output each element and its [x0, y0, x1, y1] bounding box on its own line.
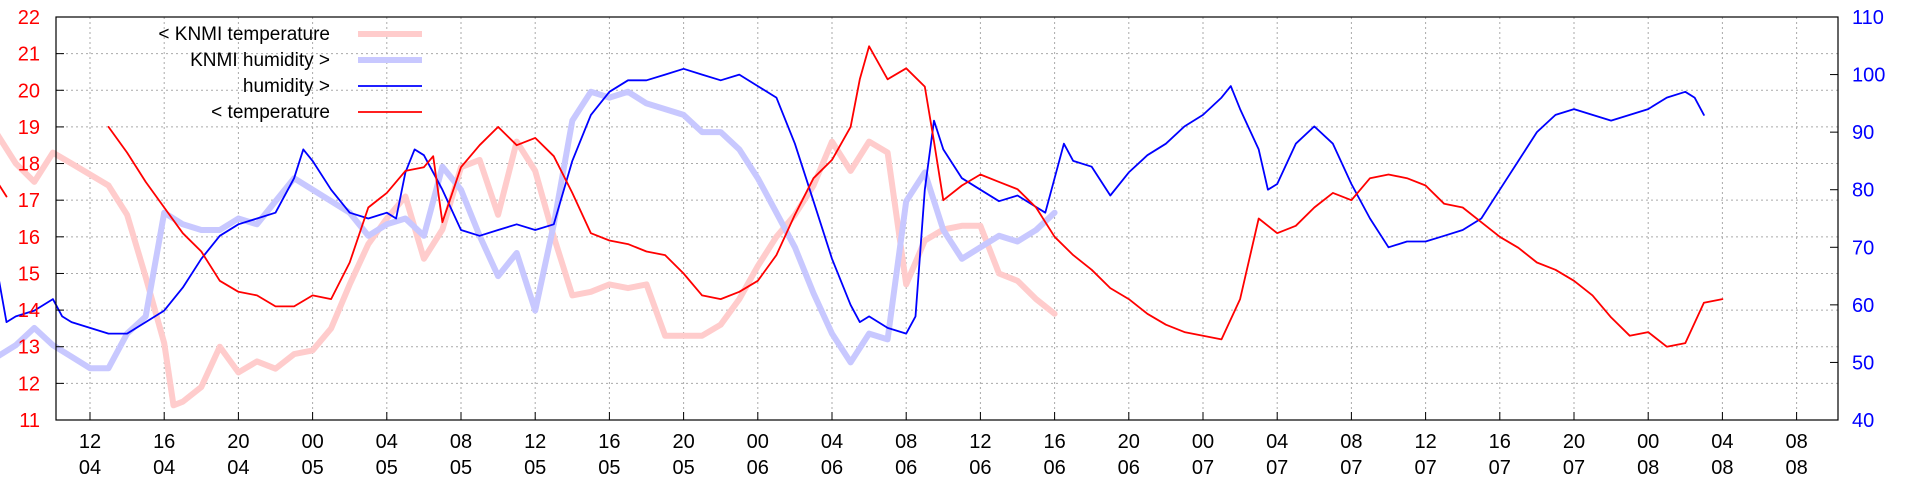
x-tick-day-label: 05	[376, 457, 398, 479]
x-tick-hour-label: 12	[79, 431, 101, 453]
x-tick-day-label: 04	[79, 457, 101, 479]
series-line-knmi_humidity	[0, 88, 1058, 372]
x-tick-hour-label: 04	[1711, 431, 1733, 453]
series-lines	[0, 45, 1724, 409]
y-left-tick-label: 20	[18, 80, 40, 102]
x-tick-hour-label: 08	[1340, 431, 1362, 453]
y-left-tick-label: 22	[18, 7, 40, 29]
x-tick-hour-label: 16	[153, 431, 175, 453]
x-tick-day-label: 07	[1489, 457, 1511, 479]
legend-label: humidity >	[243, 76, 330, 97]
x-tick-hour-label: 08	[1785, 431, 1807, 453]
x-tick-day-label: 07	[1414, 457, 1436, 479]
x-tick-day-label: 05	[450, 457, 472, 479]
y-right-tick-label: 50	[1852, 352, 1874, 374]
x-tick-hour-label: 12	[969, 431, 991, 453]
x-tick-day-label: 05	[301, 457, 323, 479]
y-left-tick-label: 17	[18, 190, 40, 212]
x-tick-hour-label: 20	[227, 431, 249, 453]
legend-label: < temperature	[211, 102, 330, 123]
x-tick-day-label: 05	[598, 457, 620, 479]
y-left-tick-label: 12	[18, 373, 40, 395]
x-tick-day-label: 07	[1266, 457, 1288, 479]
x-tick-day-label: 08	[1711, 457, 1733, 479]
x-tick-hour-label: 00	[747, 431, 769, 453]
x-tick-hour-label: 00	[301, 431, 323, 453]
x-tick-day-label: 06	[969, 457, 991, 479]
x-tick-hour-label: 16	[598, 431, 620, 453]
axis-ticks: 11 12 13 14 15 16 17 18 19 20 21 22 40 50 60 70 80 90 100 1…	[18, 7, 1886, 479]
x-tick-hour-label: 16	[1043, 431, 1065, 453]
x-tick-day-label: 06	[1043, 457, 1065, 479]
x-tick-hour-label: 00	[1637, 431, 1659, 453]
x-tick-hour-label: 12	[1414, 431, 1436, 453]
x-tick-hour-label: 04	[376, 431, 398, 453]
series-line-humidity	[0, 67, 1705, 335]
x-tick-hour-label: 20	[1118, 431, 1140, 453]
x-tick-hour-label: 20	[1563, 431, 1585, 453]
legend: < KNMI temperature KNMI humidity > humidit…	[158, 24, 422, 123]
x-tick-day-label: 06	[821, 457, 843, 479]
x-tick-day-label: 04	[153, 457, 175, 479]
y-left-tick-label: 15	[18, 263, 40, 285]
y-right-tick-label: 110	[1852, 7, 1884, 29]
legend-label: KNMI humidity >	[190, 50, 330, 71]
x-tick-day-label: 05	[672, 457, 694, 479]
y-right-tick-label: 90	[1852, 122, 1874, 144]
y-right-tick-label: 40	[1852, 410, 1874, 432]
plot-frame	[55, 16, 1839, 421]
x-tick-hour-label: 04	[821, 431, 843, 453]
y-right-tick-label: 80	[1852, 180, 1874, 202]
x-tick-day-label: 08	[1785, 457, 1807, 479]
x-tick-day-label: 06	[747, 457, 769, 479]
y-left-tick-label: 13	[18, 337, 40, 359]
y-right-tick-label: 60	[1852, 295, 1874, 317]
x-tick-day-label: 07	[1340, 457, 1362, 479]
x-tick-hour-label: 08	[895, 431, 917, 453]
legend-label: < KNMI temperature	[158, 24, 330, 45]
y-left-tick-label: 16	[18, 227, 40, 249]
x-tick-day-label: 07	[1563, 457, 1585, 479]
x-tick-hour-label: 12	[524, 431, 546, 453]
x-tick-day-label: 08	[1637, 457, 1659, 479]
x-tick-day-label: 04	[227, 457, 249, 479]
x-tick-hour-label: 00	[1192, 431, 1214, 453]
y-left-tick-label: 21	[18, 44, 40, 66]
series-line-knmi_temperature	[0, 133, 1058, 409]
x-tick-day-label: 05	[524, 457, 546, 479]
x-tick-hour-label: 16	[1489, 431, 1511, 453]
y-left-tick-label: 18	[18, 154, 40, 176]
y-left-tick-label: 19	[18, 117, 40, 139]
series-line-temperature	[0, 45, 1724, 348]
x-tick-day-label: 06	[895, 457, 917, 479]
x-tick-hour-label: 08	[450, 431, 472, 453]
x-tick-day-label: 07	[1192, 457, 1214, 479]
y-right-tick-label: 100	[1852, 65, 1885, 87]
x-tick-hour-label: 20	[672, 431, 694, 453]
y-left-tick-label: 14	[18, 300, 40, 322]
x-tick-day-label: 06	[1118, 457, 1140, 479]
y-right-tick-label: 70	[1852, 237, 1874, 259]
x-tick-hour-label: 04	[1266, 431, 1288, 453]
y-left-tick-label: 11	[19, 410, 40, 432]
